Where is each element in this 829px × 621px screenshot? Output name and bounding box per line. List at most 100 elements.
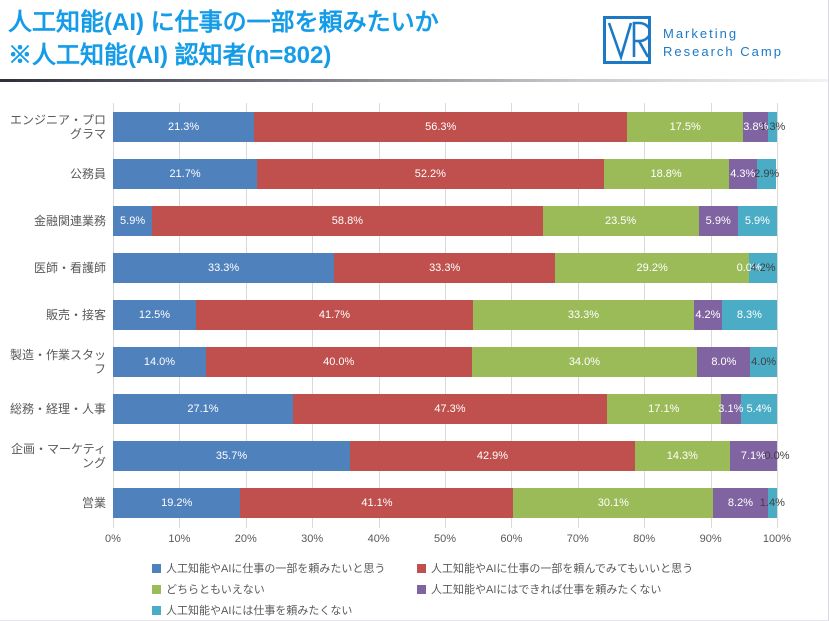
bar-segment-label: 17.1%	[648, 403, 680, 415]
legend-marker	[417, 563, 426, 573]
bar-segment: 8.2%	[713, 488, 768, 518]
bar-segment-label: 56.3%	[425, 121, 457, 133]
bar-row: 27.1% 47.3% 17.1% 3.1% 5.4%	[113, 394, 777, 424]
x-tick-label: 90%	[699, 533, 722, 545]
bar-segment-label: 4.2%	[750, 262, 776, 274]
bar-segment: 30.1%	[513, 488, 714, 518]
category-label: 製造・作業スタッフ	[9, 348, 106, 376]
x-tick-label: 50%	[433, 533, 457, 545]
bar-segment: 5.9%	[698, 206, 738, 236]
category-label: 企画・マーケティング	[10, 442, 106, 470]
brand-logo: Marketing Research Camp	[603, 16, 783, 69]
bar-segment: 17.5%	[627, 112, 744, 142]
vr-logo-icon	[603, 16, 652, 69]
bar-segment-label: 33.3%	[207, 262, 240, 274]
bar-segment-label: 23.5%	[605, 215, 637, 227]
x-tick-label: 10%	[168, 533, 191, 545]
bar-segment: 5.9%	[113, 206, 153, 236]
legend-marker	[152, 563, 161, 573]
bar-segment: 21.7%	[113, 159, 258, 189]
bar-segment: 29.2%	[555, 253, 750, 283]
bar-segment-label: 29.2%	[636, 262, 668, 274]
bar-segment: 19.2%	[113, 488, 241, 518]
bar-segment: 18.8%	[603, 159, 729, 189]
bar-segment-label: 1.4%	[759, 497, 785, 509]
bar-segment: 14.0%	[113, 347, 206, 377]
bar-row: 21.3% 56.3% 17.5% 3.8% 1.3%	[113, 112, 785, 142]
bar-segment: 1.4%	[760, 488, 785, 518]
page-title-line2: ※人工知能(AI) 認知者(n=802)	[8, 42, 332, 69]
bar-segment-label: 33.3%	[567, 309, 600, 321]
category-label: エンジニア・プログラマ	[9, 113, 106, 141]
bar-segment-label: 21.7%	[169, 168, 201, 180]
bar-segment-label: 41.7%	[318, 309, 351, 321]
category-label: 営業	[81, 496, 106, 510]
legend-marker	[417, 584, 426, 594]
bar-segment-label: 0.0%	[764, 450, 790, 462]
bar-segment-label: 8.3%	[736, 309, 762, 321]
bar-segment: 4.3%	[728, 159, 758, 189]
bar-segment: 56.3%	[254, 112, 628, 142]
bar-row: 21.7% 52.2% 18.8% 4.3% 2.9%	[113, 159, 780, 189]
legend-item: 人工知能やAIに仕事の一部を頼んでみてもいいと思う	[417, 558, 693, 578]
bar-row: 14.0% 40.0% 34.0% 8.0% 4.0%	[113, 347, 777, 377]
x-tick-label: 40%	[367, 533, 390, 545]
brand-logo-text: Marketing Research Camp	[663, 25, 783, 61]
legend-label: 人工知能やAIには仕事を頼みたくない	[166, 605, 353, 617]
bar-segment: 34.0%	[471, 347, 698, 377]
bar-segment-label: 0.0%	[736, 262, 762, 274]
page-title: 人工知能(AI) に仕事の一部を頼みたいか ※人工知能(AI) 認知者(n=80…	[8, 6, 598, 72]
category-label: 医師・看護師	[33, 261, 106, 275]
bar-segment: 12.5%	[113, 300, 196, 330]
bar-segment-label: 42.9%	[476, 450, 509, 462]
bar-segment-label: 2.9%	[754, 168, 780, 180]
bar-segment: 21.3%	[113, 112, 255, 142]
legend-label: 人工知能やAIにはできれば仕事を頼みたくない	[431, 584, 662, 596]
bar-segment-label: 52.2%	[414, 168, 446, 180]
bar-segment-label: 35.7%	[215, 450, 248, 462]
x-tick-label: 0%	[105, 533, 121, 545]
bar-segment-label: 8.2%	[727, 497, 753, 509]
bar-segment: 40.0%	[205, 347, 472, 377]
bar-segment: 47.3%	[292, 394, 607, 424]
bar-segment: 27.1%	[113, 394, 293, 424]
bar-segment: 35.7%	[113, 441, 351, 471]
bar-segment-label: 27.1%	[187, 403, 219, 415]
bar-segment: 5.9%	[737, 206, 777, 236]
bar-segment: 4.0%	[750, 347, 777, 377]
bar-segment: 14.3%	[634, 441, 730, 471]
bar-row: 12.5% 41.7% 33.3% 4.2% 8.3%	[113, 300, 777, 330]
bar-segment-label: 19.2%	[161, 497, 193, 509]
bar-segment-label: 1.3%	[760, 121, 786, 133]
bar-segment: 33.3%	[334, 253, 556, 283]
bar-segment-label: 8.0%	[711, 356, 737, 368]
bar-row: 19.2% 41.1% 30.1% 8.2% 1.4%	[113, 488, 785, 518]
bar-segment: 17.1%	[607, 394, 721, 424]
bar-segment: 7.1%	[729, 441, 777, 471]
bar-segment: 2.9%	[754, 159, 780, 189]
bar-segment: 41.1%	[240, 488, 514, 518]
bar-segment: 1.3%	[760, 112, 785, 142]
x-tick-label: 60%	[500, 533, 523, 545]
category-label: 販売・接客	[45, 308, 106, 322]
bar-segment-label: 7.1%	[740, 450, 766, 462]
bar-segment: 5.4%	[741, 394, 777, 424]
bar-segment-label: 5.9%	[744, 215, 770, 227]
x-tick-label: 30%	[301, 533, 324, 545]
bar-segment: 8.0%	[697, 347, 751, 377]
x-tick-label: 100%	[762, 533, 792, 545]
bar-row: 5.9% 58.8% 23.5% 5.9% 5.9%	[113, 206, 777, 236]
bar-segment-label: 3.8%	[743, 121, 769, 133]
stacked-bar-chart: 21.3% 56.3% 17.5% 3.8% 1.3% 21.7% 52.2% 18.8% 4.…	[113, 103, 790, 528]
bar-segment: 58.8%	[152, 206, 543, 236]
bar-segment: 23.5%	[542, 206, 699, 236]
legend-item: 人工知能やAIに仕事の一部を頼みたいと思う	[152, 558, 417, 578]
legend-item: 人工知能やAIにはできれば仕事を頼みたくない	[417, 579, 693, 599]
legend-label: 人工知能やAIに仕事の一部を頼んでみてもいいと思う	[431, 563, 694, 575]
bar-segment-label: 14.3%	[666, 450, 698, 462]
bar-segment-label: 18.8%	[650, 168, 682, 180]
bar-segment: 3.8%	[743, 112, 769, 142]
bar-segment-label: 41.1%	[361, 497, 393, 509]
legend-label: 人工知能やAIに仕事の一部を頼みたいと思う	[166, 563, 386, 575]
